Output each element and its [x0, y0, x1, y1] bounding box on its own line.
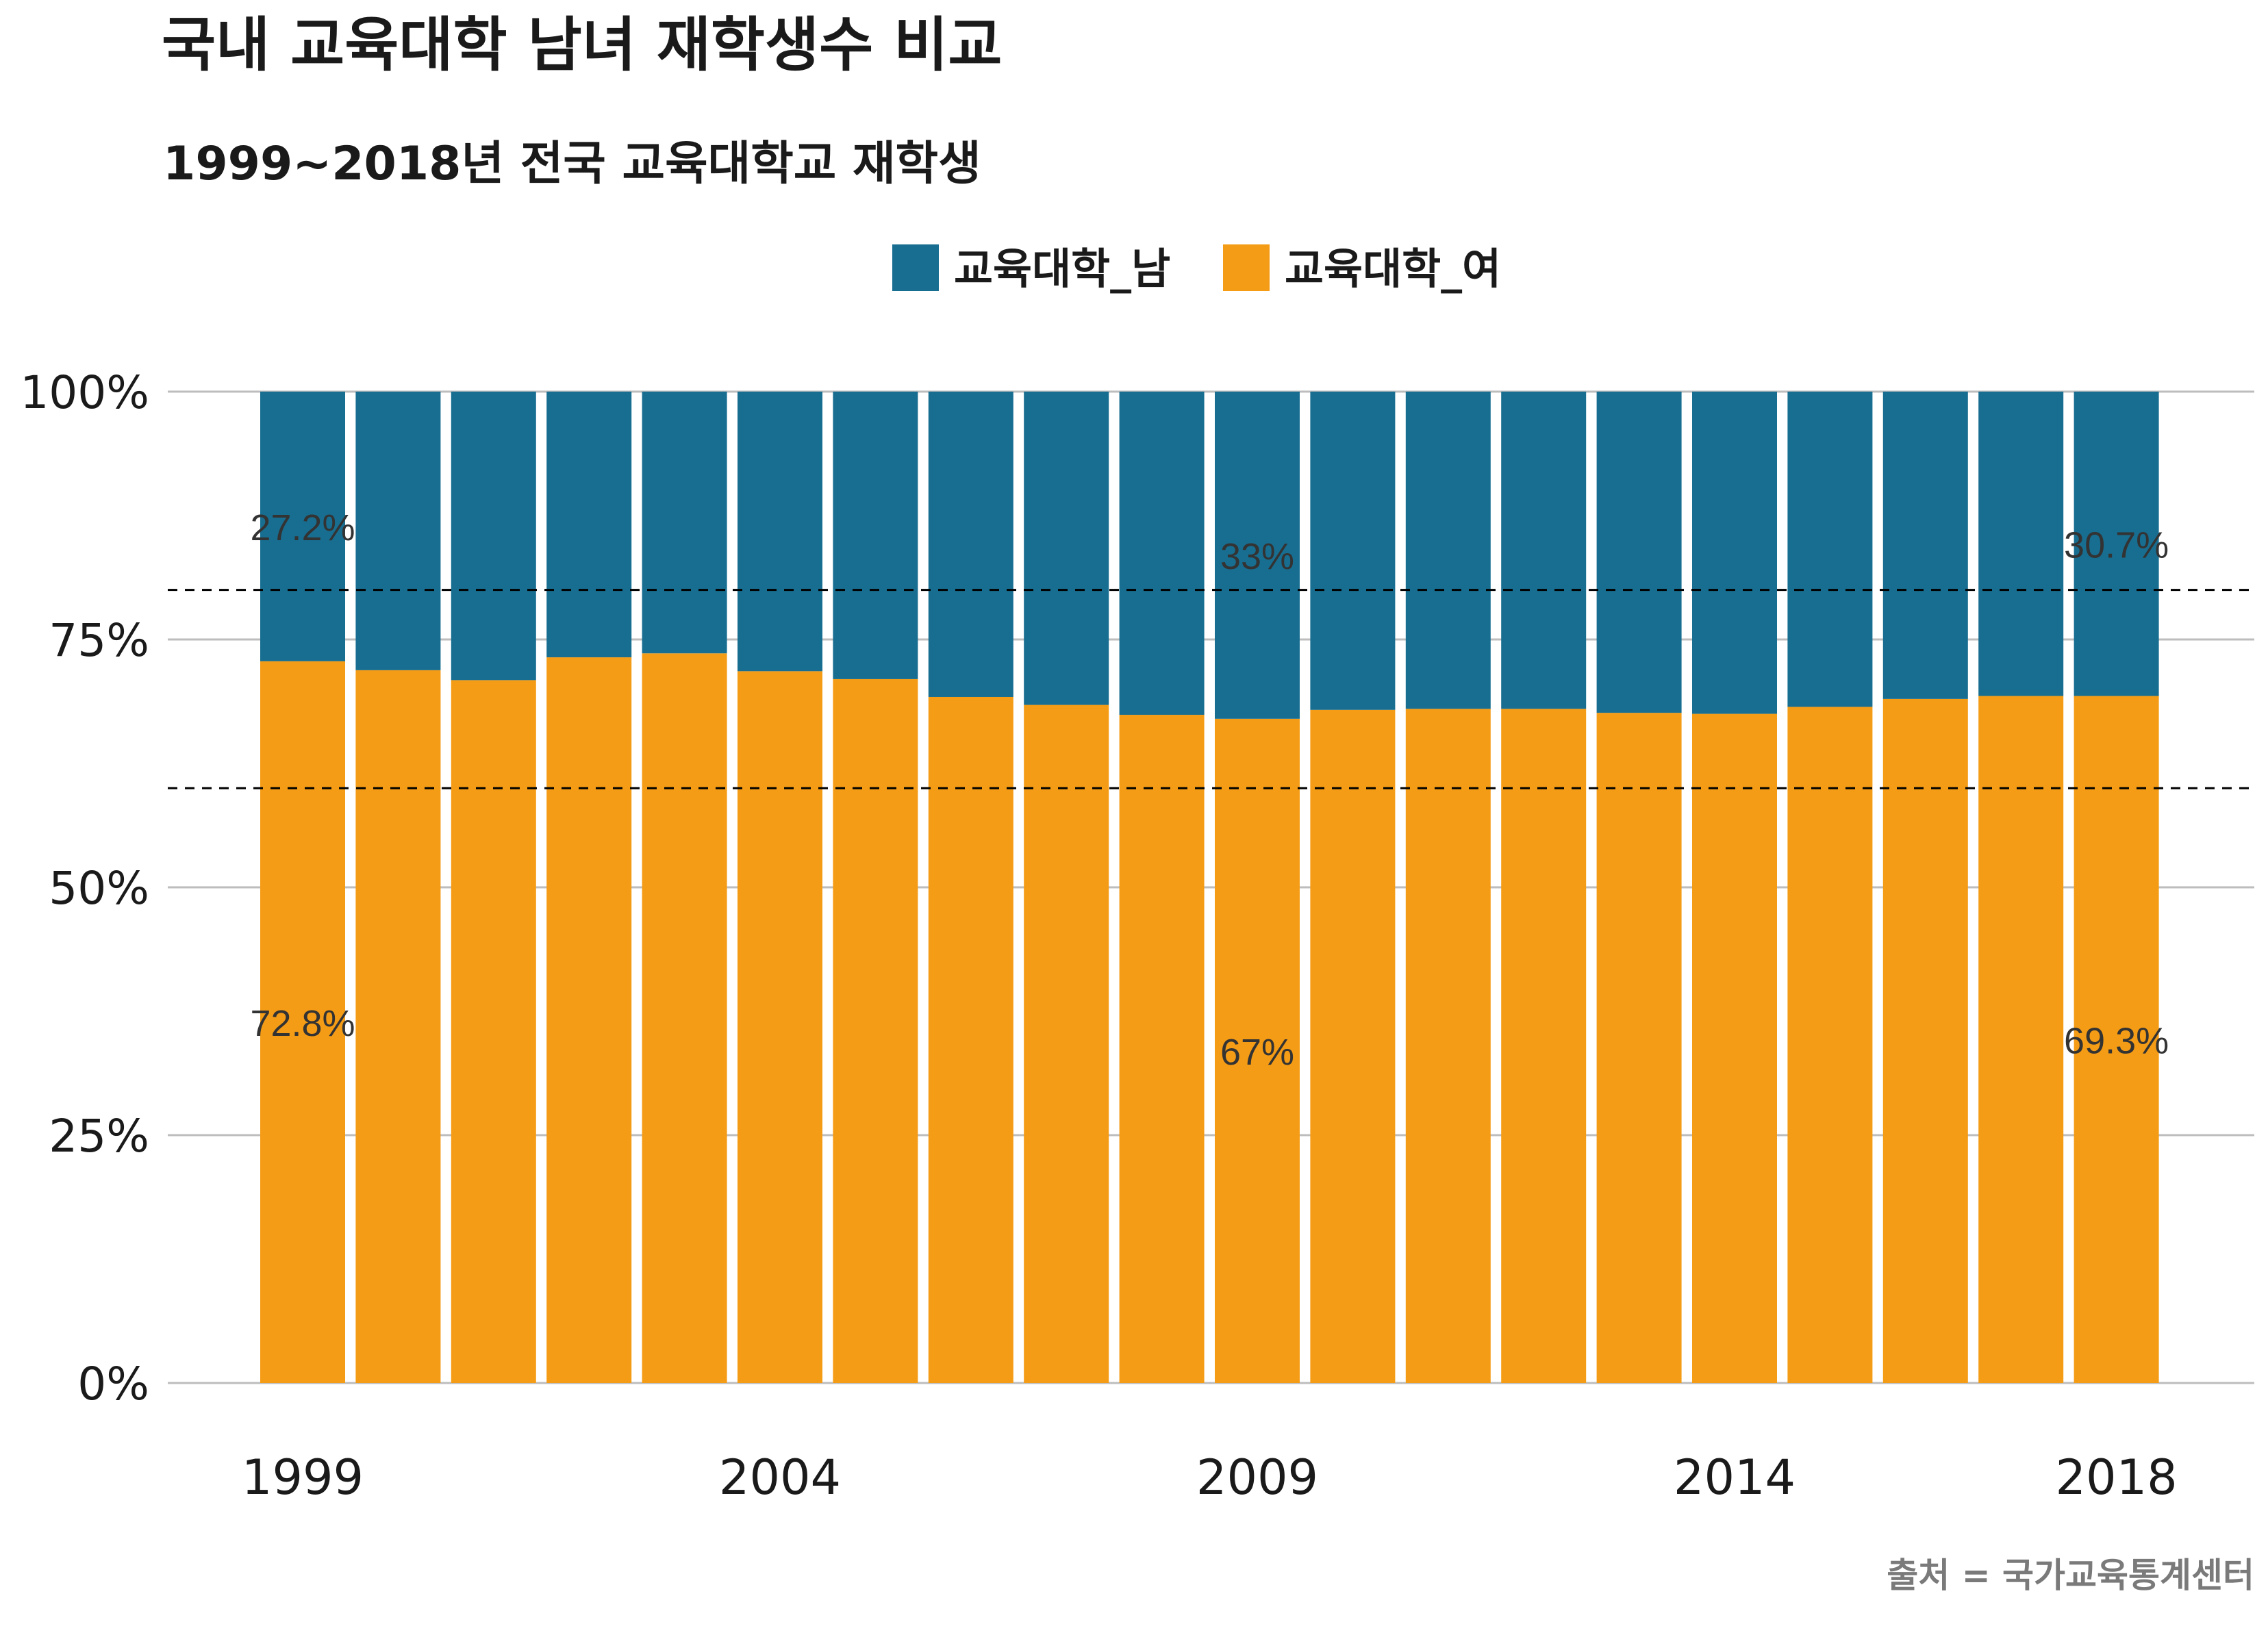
bar-male — [1405, 392, 1491, 709]
bar-female — [738, 671, 822, 1384]
bar-female — [833, 678, 918, 1384]
data-label: 27.2% — [250, 507, 355, 548]
bar-male — [1310, 392, 1396, 710]
x-tick-label: 2009 — [1196, 1449, 1318, 1506]
data-label: 67% — [1220, 1032, 1294, 1073]
bar-male — [833, 392, 918, 679]
bar-male — [546, 392, 632, 658]
legend: 교육대학_남 교육대학_여 — [892, 244, 1501, 294]
bar-male — [260, 392, 345, 661]
data-labels: 27.2% 72.8% 33% 67% 30.7% 69.3% — [250, 507, 2169, 1073]
chart-subtitle: 1999~2018년 전국 교육대학교 재학생 — [163, 137, 981, 191]
bar-female — [546, 657, 632, 1384]
bar-female — [2074, 696, 2159, 1383]
legend-label-male: 교육대학_남 — [954, 244, 1170, 294]
bar-female — [1692, 713, 1777, 1383]
y-axis-ticks: 0% 25% 50% 75% 100% — [20, 366, 149, 1410]
bar-female — [260, 661, 345, 1384]
y-tick-label: 0% — [77, 1358, 149, 1410]
legend-label-female: 교육대학_여 — [1285, 244, 1501, 294]
x-axis-ticks: 1999 2004 2009 2014 2018 — [242, 1449, 2178, 1506]
legend-swatch-male — [892, 244, 939, 291]
bar-male — [928, 392, 1013, 697]
reference-lines — [168, 589, 2254, 789]
bar-male — [1024, 392, 1109, 705]
bar-female — [1596, 713, 1682, 1383]
bar-male — [1882, 392, 1968, 699]
bars — [260, 392, 2159, 1384]
y-tick-label: 100% — [20, 366, 149, 419]
bar-female — [1024, 705, 1109, 1383]
data-label: 33% — [1220, 536, 1294, 577]
chart-title: 국내 교육대학 남녀 재학생수 비교 — [162, 11, 1002, 79]
y-tick-label: 25% — [49, 1110, 149, 1163]
bar-female — [1882, 698, 1968, 1383]
bar-male — [2074, 392, 2159, 696]
bar-male — [642, 392, 727, 654]
bar-male — [1978, 392, 2064, 696]
bar-female — [1405, 709, 1491, 1383]
data-label: 30.7% — [2064, 524, 2169, 566]
x-tick-label: 2018 — [2056, 1449, 2178, 1506]
bar-male — [355, 392, 441, 670]
bar-female — [1119, 715, 1205, 1383]
y-tick-label: 75% — [49, 614, 149, 667]
x-tick-label: 1999 — [242, 1449, 364, 1506]
chart-caption: 출처 = 국가교육통계센터 — [1887, 1556, 2254, 1595]
x-tick-label: 2014 — [1674, 1449, 1796, 1506]
legend-swatch-female — [1223, 244, 1270, 291]
data-label: 72.8% — [250, 1003, 355, 1044]
bar-female — [642, 653, 727, 1383]
bar-male — [451, 392, 536, 681]
bar-female — [1501, 709, 1587, 1383]
y-tick-label: 50% — [49, 862, 149, 915]
bar-female — [1978, 696, 2064, 1383]
data-label: 69.3% — [2064, 1020, 2169, 1061]
bar-male — [1215, 392, 1300, 719]
bar-female — [1215, 718, 1300, 1383]
bar-male — [1787, 392, 1873, 707]
bar-female — [355, 670, 441, 1384]
x-tick-label: 2004 — [719, 1449, 841, 1506]
bar-female — [928, 696, 1013, 1383]
bar-male — [1501, 392, 1587, 709]
bar-male — [1692, 392, 1777, 714]
bar-male — [1596, 392, 1682, 713]
bar-female — [1310, 709, 1396, 1383]
bar-female — [1787, 707, 1873, 1383]
bar-female — [451, 680, 536, 1384]
bar-male — [738, 392, 822, 672]
bar-male — [1119, 392, 1205, 715]
